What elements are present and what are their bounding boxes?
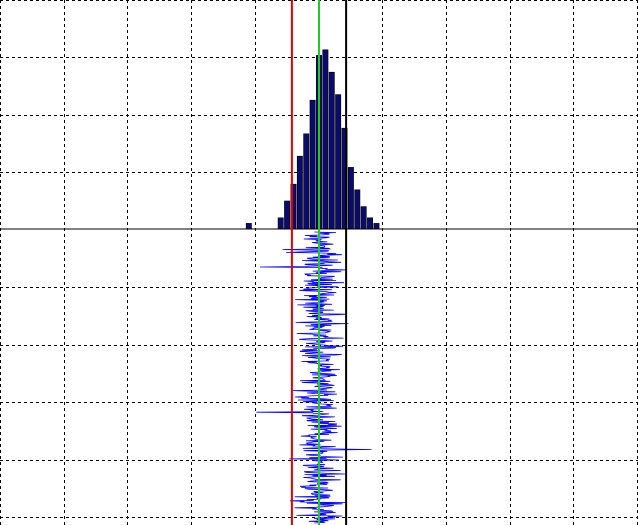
histogram-bar [335,94,342,230]
histogram-bar [360,206,367,230]
trace-line [256,231,372,524]
histogram-bar [303,133,310,230]
histogram-bar [347,167,354,230]
histogram-bar [296,155,303,230]
histogram-bar [328,71,335,230]
histogram-bar [277,217,284,230]
histogram-bar [367,217,373,230]
histogram-bar [354,189,361,230]
histogram-bar [284,200,291,230]
histogram-bar [309,99,316,230]
histogram-bar [245,223,252,230]
histogram-bar [373,223,380,230]
histogram-bar [322,49,329,230]
reference-lines [290,0,348,525]
trace-plot [256,231,372,524]
